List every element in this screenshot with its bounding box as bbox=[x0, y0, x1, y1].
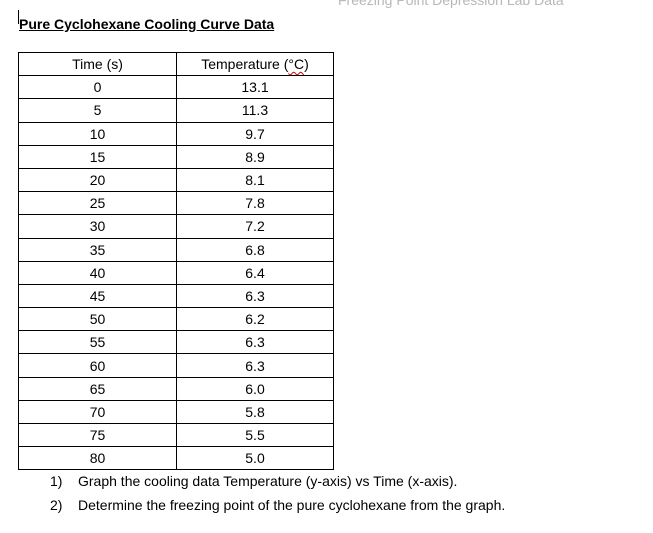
temperature-cell: 6.0 bbox=[176, 376, 334, 401]
temperature-cell: 6.3 bbox=[176, 283, 334, 309]
time-cell: 55 bbox=[18, 330, 177, 355]
table-row: 45 6.3 bbox=[18, 283, 334, 309]
table-row: 55 6.3 bbox=[18, 330, 334, 355]
time-cell: 5 bbox=[18, 98, 177, 123]
temperature-cell: 6.3 bbox=[176, 330, 334, 355]
instruction-item: 2) Determine the freezing point of the pu… bbox=[50, 494, 505, 518]
time-cell: 0 bbox=[18, 75, 177, 100]
temperature-header-suffix: ) bbox=[304, 56, 309, 73]
table-row: 70 5.8 bbox=[18, 399, 334, 425]
time-cell: 25 bbox=[18, 191, 177, 216]
instruction-item: 1) Graph the cooling data Temperature (y-… bbox=[50, 470, 505, 494]
table-row: 35 6.8 bbox=[18, 237, 334, 262]
instruction-text: Determine the freezing point of the pure… bbox=[78, 497, 506, 513]
cooling-data-table: Time (s) Temperature (°C) 0 13.1 5 11.3 10 9.… bbox=[18, 51, 334, 471]
time-cell: 45 bbox=[18, 283, 177, 309]
time-cell: 30 bbox=[18, 214, 177, 239]
document-title: Pure Cyclohexane Cooling Curve Data bbox=[19, 16, 275, 32]
text-cursor bbox=[18, 10, 19, 24]
time-cell: 15 bbox=[18, 144, 177, 169]
temperature-cell: 7.8 bbox=[176, 191, 334, 216]
table-row: 5 11.3 bbox=[18, 98, 334, 123]
table-row: 80 5.0 bbox=[18, 446, 334, 471]
table-row: 25 7.8 bbox=[18, 191, 334, 216]
table-row: 15 8.9 bbox=[18, 144, 334, 169]
instruction-text: Graph the cooling data Temperature (y-ax… bbox=[78, 473, 458, 489]
temperature-cell: 5.0 bbox=[176, 446, 334, 471]
temperature-header-prefix: Temperature ( bbox=[201, 56, 289, 73]
table-row: 20 8.1 bbox=[18, 167, 334, 193]
time-cell: 20 bbox=[18, 167, 177, 193]
table-row: 75 5.5 bbox=[18, 422, 334, 448]
temperature-cell: 5.8 bbox=[176, 399, 334, 425]
instruction-number: 1) bbox=[50, 473, 63, 489]
time-cell: 35 bbox=[18, 237, 177, 262]
temperature-cell: 7.2 bbox=[176, 214, 334, 239]
instructions-list: 1) Graph the cooling data Temperature (y-… bbox=[50, 470, 505, 518]
table-row: 65 6.0 bbox=[18, 376, 334, 401]
temperature-cell: 6.3 bbox=[176, 353, 334, 378]
document-header: Freezing Point Depression Lab Data bbox=[338, 0, 564, 8]
time-cell: 80 bbox=[18, 446, 177, 471]
temperature-cell: 6.2 bbox=[176, 307, 334, 332]
time-cell: 10 bbox=[18, 121, 177, 146]
table-header-row: Time (s) Temperature (°C) bbox=[18, 51, 334, 77]
temperature-cell: 6.8 bbox=[176, 237, 334, 262]
table-row: 10 9.7 bbox=[18, 121, 334, 146]
time-cell: 60 bbox=[18, 353, 177, 378]
time-cell: 50 bbox=[18, 307, 177, 332]
temperature-cell: 8.1 bbox=[176, 167, 334, 193]
temperature-column-header: Temperature (°C) bbox=[176, 51, 334, 77]
table-row: 60 6.3 bbox=[18, 353, 334, 378]
instruction-number: 2) bbox=[50, 497, 63, 513]
temperature-cell: 13.1 bbox=[176, 75, 334, 100]
temperature-cell: 9.7 bbox=[176, 121, 334, 146]
temperature-cell: 5.5 bbox=[176, 422, 334, 448]
time-cell: 65 bbox=[18, 376, 177, 401]
table-row: 40 6.4 bbox=[18, 260, 334, 285]
time-cell: 70 bbox=[18, 399, 177, 425]
time-cell: 75 bbox=[18, 422, 177, 448]
time-cell: 40 bbox=[18, 260, 177, 285]
table-row: 30 7.2 bbox=[18, 214, 334, 239]
temperature-cell: 8.9 bbox=[176, 144, 334, 169]
temperature-cell: 6.4 bbox=[176, 260, 334, 285]
time-column-header: Time (s) bbox=[18, 51, 177, 77]
table-row: 50 6.2 bbox=[18, 307, 334, 332]
table-row: 0 13.1 bbox=[18, 75, 334, 100]
temperature-unit: °C bbox=[288, 56, 305, 73]
temperature-cell: 11.3 bbox=[176, 98, 334, 123]
